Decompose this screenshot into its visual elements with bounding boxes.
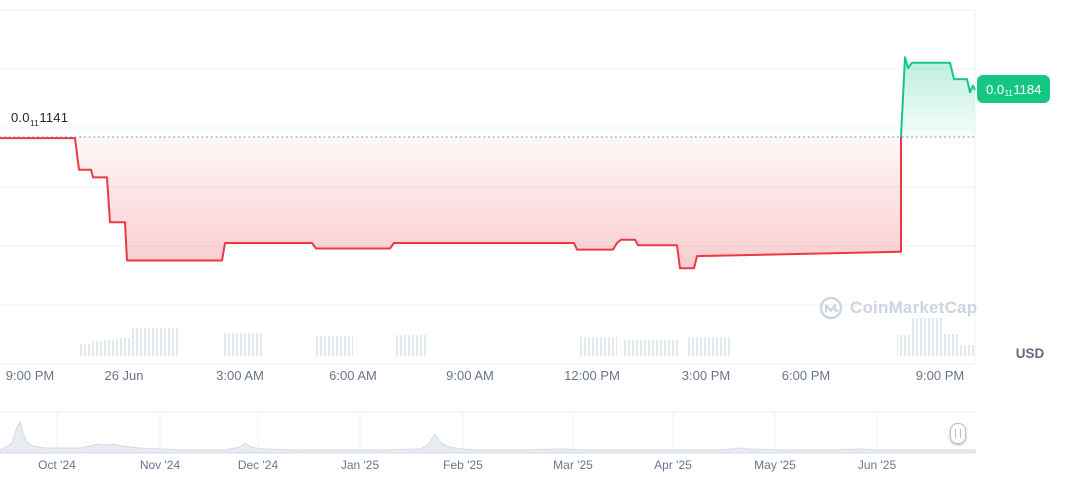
- navigator-month-label: Apr '25: [654, 458, 692, 472]
- navigator-month-label: Jun '25: [857, 458, 897, 472]
- price-digits: 1141: [39, 110, 69, 125]
- navigator-month-label: Oct '24: [38, 458, 76, 472]
- down-area-fill: [0, 137, 901, 269]
- price-digits: 1184: [1013, 81, 1042, 97]
- price-line-down: [0, 137, 902, 270]
- navigator-handle[interactable]: [950, 423, 966, 444]
- x-axis-tick-label: 9:00 AM: [446, 368, 494, 383]
- navigator-month-label: Mar '25: [553, 458, 593, 472]
- navigator[interactable]: [0, 411, 976, 454]
- coinmarketcap-logo-icon: [819, 296, 843, 320]
- watermark: CoinMarketCap: [819, 296, 977, 320]
- navigator-month-label: Jan '25: [340, 458, 380, 472]
- navigator-month-label: May '25: [754, 458, 796, 472]
- x-axis-tick-label: 6:00 AM: [329, 368, 377, 383]
- price-prefix: 0.0: [11, 110, 30, 125]
- current-price-badge: 0.0 11 1184: [977, 75, 1051, 103]
- x-axis-tick-label: 3:00 PM: [681, 368, 731, 383]
- price-zero-count-subscript: 11: [30, 119, 39, 128]
- navigator-month-label: Nov '24: [139, 458, 181, 472]
- x-axis-tick-label: 9:00 PM: [5, 368, 55, 383]
- up-area-fill: [901, 57, 975, 138]
- price-prefix: 0.0: [986, 81, 1005, 97]
- x-axis-tick-label: 12:00 PM: [564, 368, 620, 383]
- previous-close-label: 0.0111141: [11, 110, 69, 128]
- navigator-month-label: Dec '24: [237, 458, 279, 472]
- x-axis-tick-label: 9:00 PM: [915, 368, 965, 383]
- x-axis-tick-label: 26 Jun: [104, 368, 144, 383]
- price-zero-count-subscript: 11: [1004, 88, 1013, 98]
- price-line-up: [900, 56, 976, 138]
- watermark-text: CoinMarketCap: [850, 298, 978, 317]
- navigator-area: [0, 420, 976, 454]
- volume-bars: [78, 318, 975, 356]
- currency-toggle[interactable]: USD: [1015, 346, 1045, 361]
- navigator-month-label: Feb '25: [443, 458, 483, 472]
- x-axis-tick-label: 6:00 PM: [781, 368, 831, 383]
- x-axis-tick-label: 3:00 AM: [216, 368, 264, 383]
